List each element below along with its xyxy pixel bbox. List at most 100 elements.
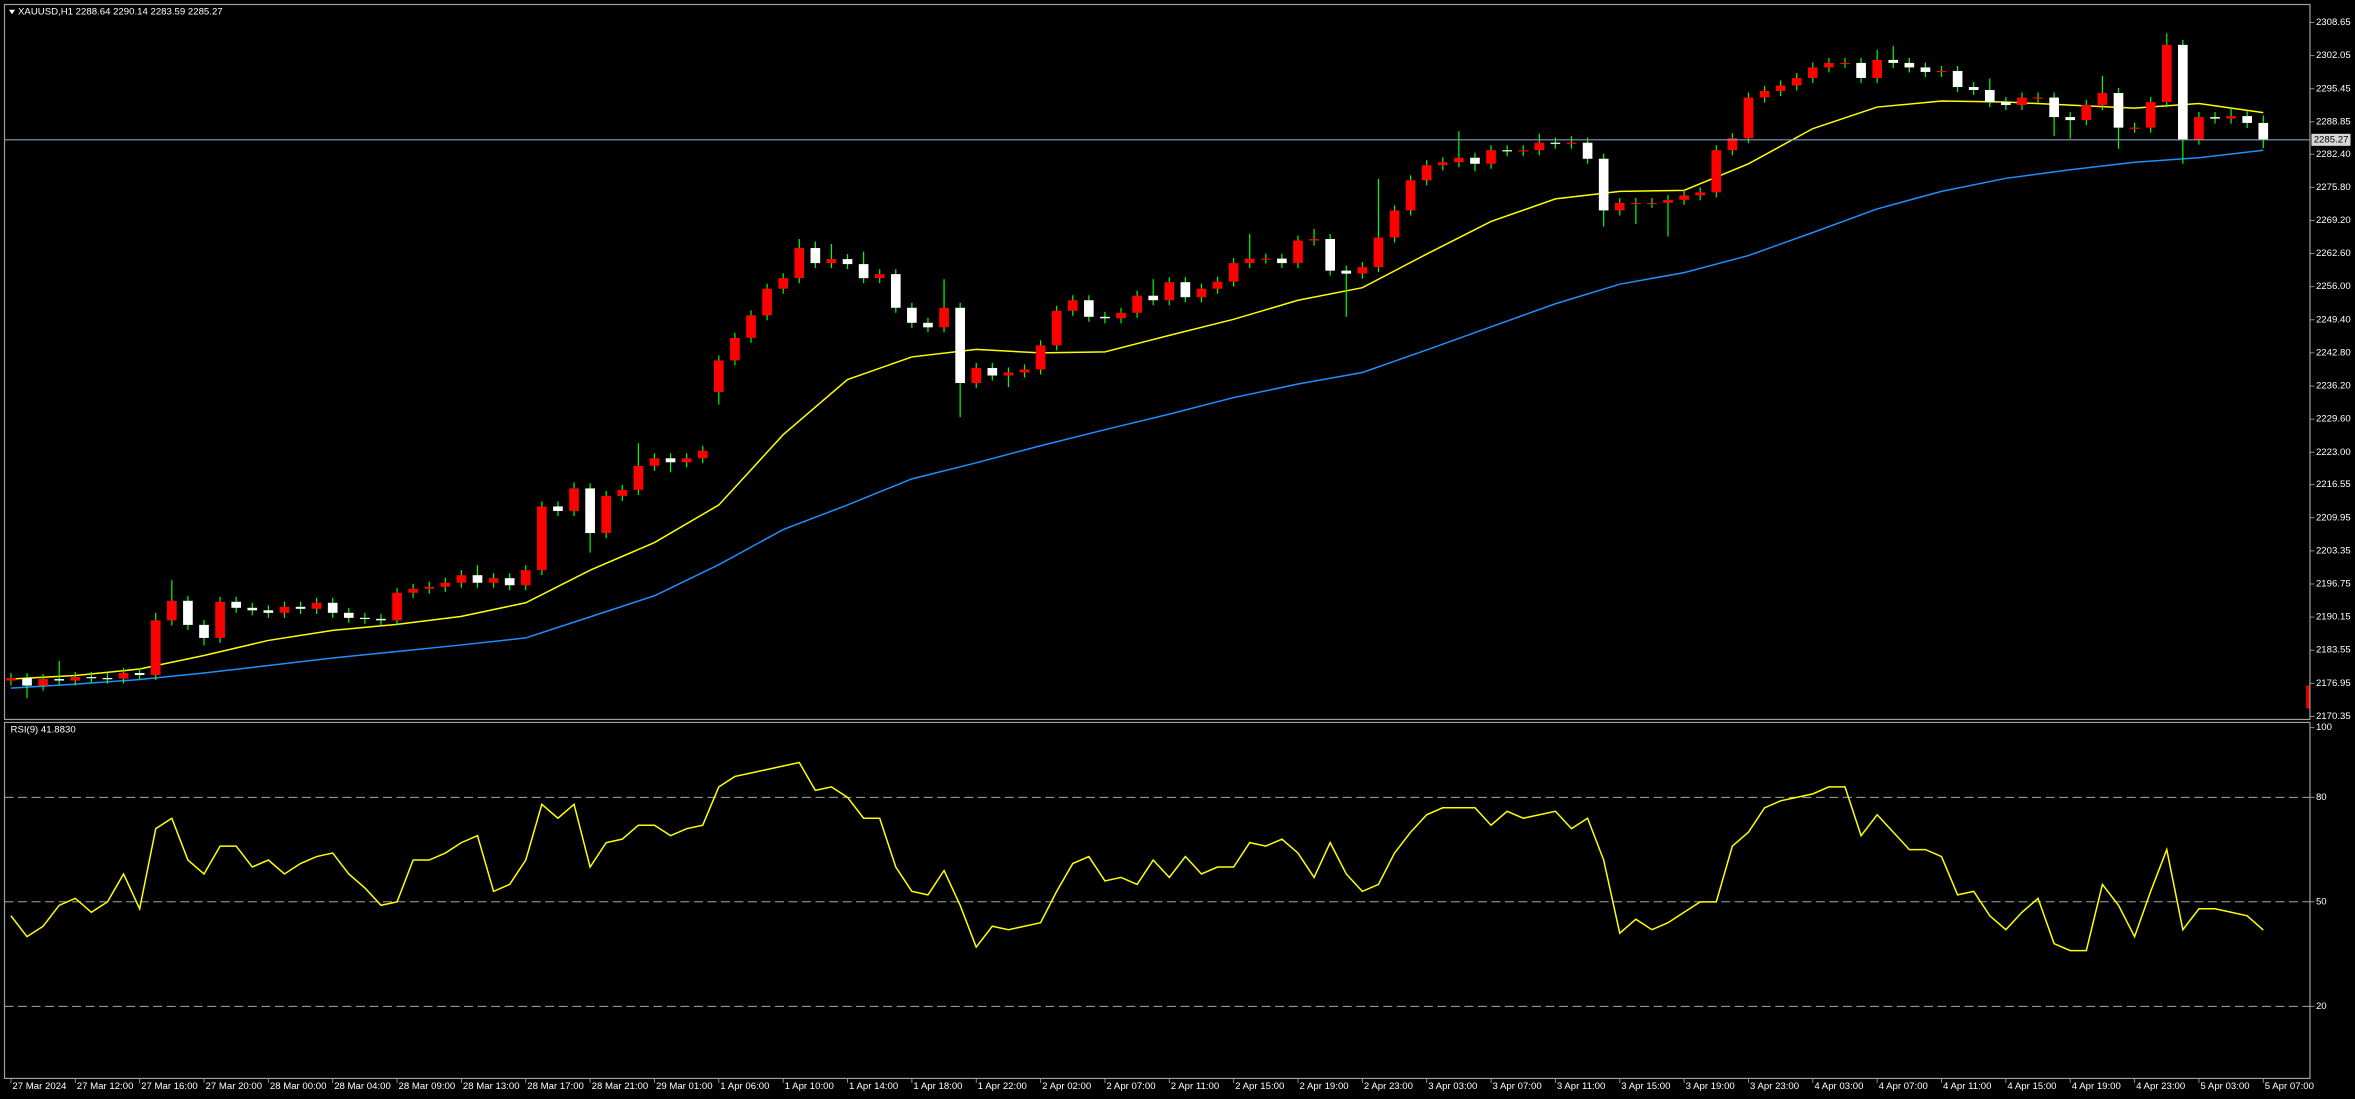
candle-body xyxy=(1003,372,1014,376)
y-tick-label: 2295.45 xyxy=(2316,83,2351,94)
candle-body xyxy=(955,307,965,384)
x-tick-label: 28 Mar 13:00 xyxy=(463,1081,520,1092)
candle-body xyxy=(1051,310,1062,346)
y-tick-label: 80 xyxy=(2316,792,2327,803)
y-tick-label: 2176.95 xyxy=(2316,678,2351,689)
candle-body xyxy=(1405,180,1416,211)
x-tick-label: 27 Mar 12:00 xyxy=(77,1081,134,1092)
candle-body xyxy=(295,606,306,609)
y-tick-label: 100 xyxy=(2316,722,2332,733)
candle-body xyxy=(183,600,193,625)
x-tick-label: 28 Mar 00:00 xyxy=(270,1081,327,1092)
candle-body xyxy=(1888,59,1899,63)
candle-body xyxy=(1920,67,1931,72)
candle-body xyxy=(987,367,998,376)
candle-body xyxy=(2065,117,2076,121)
candle-body xyxy=(1550,142,1561,144)
candle-body xyxy=(2081,105,2092,121)
candle-body xyxy=(1824,62,1834,68)
x-tick-label: 28 Mar 17:00 xyxy=(527,1081,584,1092)
candle-body xyxy=(1952,70,1963,87)
candle-body xyxy=(6,678,16,681)
y-tick-label: 2229.60 xyxy=(2316,414,2351,425)
candle-body xyxy=(1727,138,1738,151)
candle-body xyxy=(762,288,772,316)
candle-body xyxy=(1984,90,1995,103)
candle-body xyxy=(1100,316,1110,319)
x-tick-label: 2 Apr 07:00 xyxy=(1106,1081,1155,1092)
candle-body xyxy=(1534,142,1545,151)
candle-body xyxy=(22,678,32,686)
x-tick-label: 4 Apr 19:00 xyxy=(2072,1081,2121,1092)
candle-body xyxy=(1775,85,1786,92)
y-tick-label: 20 xyxy=(2316,1001,2327,1012)
candle-body xyxy=(1212,281,1223,289)
x-tick-label: 3 Apr 15:00 xyxy=(1621,1081,1670,1092)
candle-body xyxy=(633,465,644,490)
y-tick-label: 2269.20 xyxy=(2316,215,2351,226)
candle-body xyxy=(874,274,885,279)
candle-body xyxy=(343,612,354,618)
x-tick-label: 3 Apr 19:00 xyxy=(1686,1081,1735,1092)
y-tick-label: 2216.55 xyxy=(2316,479,2351,490)
candle-body xyxy=(1679,195,1689,200)
candle-body xyxy=(730,337,740,361)
candle-body xyxy=(263,610,274,613)
candle-body xyxy=(1486,150,1496,164)
candle-body xyxy=(1663,199,1673,203)
candle-body xyxy=(2226,116,2236,119)
candle-body xyxy=(2145,102,2156,128)
y-tick-label: 2196.75 xyxy=(2316,579,2351,590)
axes: 27 Mar 2024 27 Mar 12:00 27 Mar 16:00 27 Ma… xyxy=(10,17,2351,1092)
candle-body xyxy=(86,677,97,679)
x-tick-label: 29 Mar 01:00 xyxy=(656,1081,713,1092)
candle-body xyxy=(923,322,933,328)
last-price-box xyxy=(2311,133,2351,146)
candle-body xyxy=(472,575,483,583)
price-panel-title: XAUUSD,H1 2288.64 2290.14 2283.59 2285.2… xyxy=(18,7,223,18)
x-tick-label: 27 Mar 20:00 xyxy=(206,1081,263,1092)
candle-body xyxy=(1743,97,1754,139)
rsi-panel-frame xyxy=(3,721,2311,1080)
x-tick-label: 4 Apr 23:00 xyxy=(2136,1081,2185,1092)
candle-body xyxy=(1566,142,1577,144)
candle-body xyxy=(1164,282,1175,301)
moving-average-line xyxy=(10,100,2264,680)
candle-body xyxy=(1277,258,1287,264)
candle-body xyxy=(842,259,853,265)
candle-body xyxy=(2178,44,2188,140)
candle-body xyxy=(1035,345,1046,370)
candle-body xyxy=(1357,267,1368,274)
candle-body xyxy=(1244,258,1255,264)
candle-body xyxy=(1421,165,1432,181)
candle-body xyxy=(810,248,821,264)
candle-body xyxy=(231,601,242,608)
y-tick-label: 2256.00 xyxy=(2316,281,2351,292)
candle-body xyxy=(1840,62,1850,65)
candle-body xyxy=(746,315,756,338)
candle-body xyxy=(1180,282,1191,298)
x-tick-label: 2 Apr 11:00 xyxy=(1171,1081,1219,1092)
y-tick-label: 2275.80 xyxy=(2316,182,2351,193)
candle-body xyxy=(38,679,48,686)
y-tick-label: 2249.40 xyxy=(2316,314,2351,325)
candle-body xyxy=(1807,67,1818,78)
symbol-menu-arrow[interactable] xyxy=(9,9,16,15)
candle-body xyxy=(794,248,805,279)
candle-body xyxy=(2194,117,2204,140)
x-tick-label: 1 Apr 22:00 xyxy=(978,1081,1027,1092)
rsi-line xyxy=(10,761,2264,952)
candle-body xyxy=(360,617,370,620)
candle-body xyxy=(327,602,338,613)
x-tick-label: 27 Mar 16:00 xyxy=(141,1081,198,1092)
candle-body xyxy=(537,506,547,571)
candle-body xyxy=(2033,97,2043,99)
x-tick-label: 28 Mar 09:00 xyxy=(399,1081,456,1092)
candle-body xyxy=(134,673,145,676)
candle-body xyxy=(665,458,676,463)
moving-average-line xyxy=(10,149,2264,689)
candle-body xyxy=(215,601,225,638)
candle-body xyxy=(54,679,65,681)
